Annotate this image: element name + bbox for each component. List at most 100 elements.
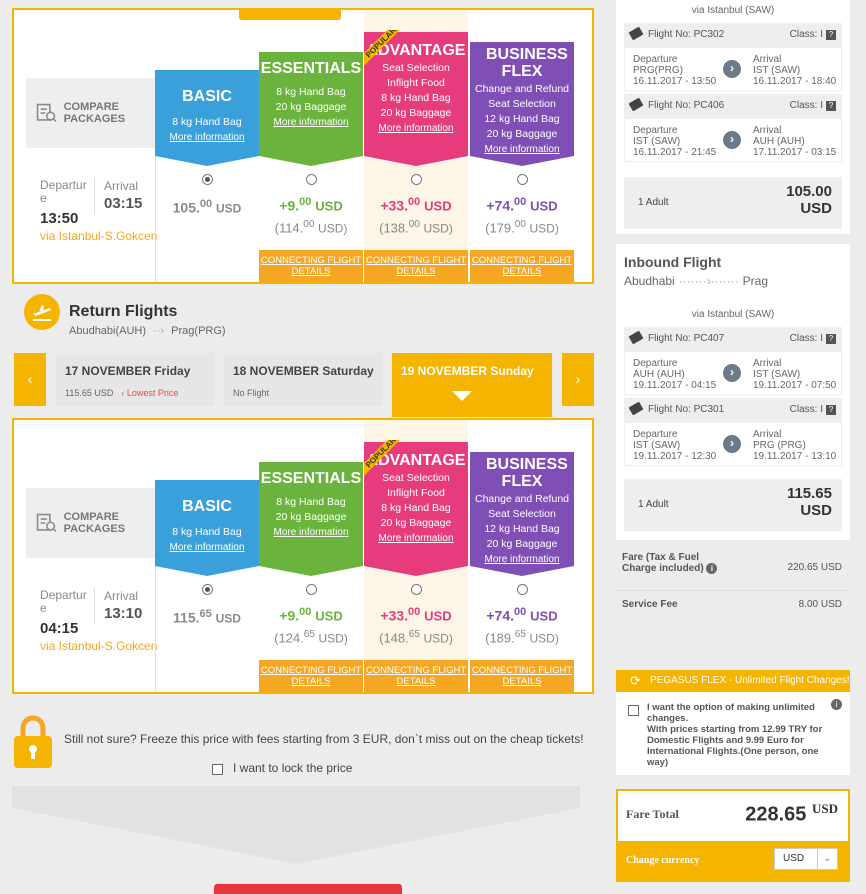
next-day-button[interactable]: › [562, 353, 594, 406]
package-col-essentials: ESSENTIALS 8 kg Hand Bag 20 kg Baggage More… [259, 10, 363, 282]
date-option-19-selected[interactable]: 19 NOVEMBER Sunday [392, 353, 552, 417]
change-currency-label: Change currency [626, 855, 700, 866]
package-arrow [364, 156, 468, 166]
flex-checkbox[interactable] [628, 705, 639, 716]
flight-number: Flight No: PC406 [648, 100, 725, 111]
more-information-link[interactable]: More information [484, 144, 560, 155]
prev-day-button[interactable]: ‹ [14, 353, 46, 406]
inbound-route: Abudhabi ·······›······· Prag [624, 274, 769, 288]
more-information-link[interactable]: More information [273, 527, 349, 538]
package-feature: Change and Refund [475, 83, 569, 95]
return-title: Return Flights [69, 303, 178, 320]
connecting-flight-details-button[interactable]: CONNECTING FLIGHT DETAILS [259, 250, 363, 282]
package-header: ADVANTAGE Seat Selection Inflight Food 8 kg… [364, 442, 468, 566]
package-radio[interactable] [306, 174, 317, 185]
package-col-basic: BASIC 8 kg Hand Bag More information 105.00… [155, 10, 259, 282]
package-feature: 8 kg Hand Bag [172, 526, 242, 538]
more-information-link[interactable]: More information [169, 542, 245, 553]
arrival-time: 03:15 [104, 195, 143, 212]
flight-class: Class: I? [790, 23, 836, 47]
package-extra-price: +33.00 USD [380, 196, 452, 214]
package-extra-price: +74.00 USD [486, 606, 558, 624]
currency-select[interactable]: USD ⌄ [774, 848, 838, 870]
package-feature: 20 kg Baggage [275, 511, 347, 523]
help-icon[interactable]: ? [826, 30, 836, 40]
compare-packages-label: COMPARE PACKAGES [63, 511, 126, 535]
package-feature: Seat Selection [382, 472, 450, 484]
package-header: BUSINESS FLEX Change and Refund Seat Selec… [470, 452, 574, 566]
package-header: BASIC 8 kg Hand Bag More information [155, 70, 259, 156]
flight-number: Flight No: PC302 [648, 29, 725, 40]
popular-badge: POPULAR [364, 30, 400, 66]
connecting-flight-details-button[interactable]: CONNECTING FLIGHT DETAILS [470, 250, 574, 282]
arrival-info: Arrival AUH (AUH) 17.11.2017 - 03:15 [753, 125, 837, 158]
more-information-link[interactable]: More information [273, 117, 349, 128]
package-col-essentials: ESSENTIALS 8 kg Hand Bag 20 kg Baggage More… [259, 420, 363, 692]
package-feature: Inflight Food [387, 487, 445, 499]
outbound-via: via Istanbul (SAW) [691, 5, 775, 16]
connecting-flight-details-button[interactable]: CONNECTING FLIGHT DETAILS [259, 660, 363, 692]
continue-button[interactable] [214, 884, 402, 894]
route-arrow-icon: ·······›······· [678, 274, 739, 288]
connecting-flight-details-button[interactable]: CONNECTING FLIGHT DETAILS [470, 660, 574, 692]
package-feature: 8 kg Hand Bag [172, 116, 242, 128]
compare-packages-button[interactable]: COMPARE PACKAGES [26, 78, 156, 148]
flight-header: Flight No: PC406 Class: I? [624, 94, 842, 118]
package-col-business-flex: BUSINESS FLEX Change and Refund Seat Selec… [470, 10, 574, 282]
package-radio[interactable] [411, 174, 422, 185]
departure-info: Departure AUH (AUH) 19.11.2017 - 04:15 [633, 358, 717, 391]
departure-info: Departure IST (SAW) 16.11.2017 - 21:45 [633, 125, 717, 158]
connecting-flight-details-button[interactable]: CONNECTING FLIGHT DETAILS [364, 250, 468, 282]
package-feature: 8 kg Hand Bag [381, 92, 451, 104]
flight-header: Flight No: PC301 Class: I? [624, 398, 842, 422]
package-feature: 20 kg Baggage [380, 517, 452, 529]
basic-price: 105.00 USD [172, 198, 242, 216]
flight-body: Departure PRG(PRG) 16.11.2017 - 13:50 › Arri… [624, 47, 842, 91]
return-fare-panel: COMPARE PACKAGES Departure 04:15 Arrival 13:… [12, 418, 594, 694]
fare-total-label: Fare Total [626, 807, 679, 821]
info-icon[interactable]: i [831, 699, 842, 710]
time-divider [94, 178, 95, 214]
package-feature: Seat Selection [488, 508, 556, 520]
compare-packages-button[interactable]: COMPARE PACKAGES [26, 488, 156, 558]
lock-price-checkbox[interactable] [212, 764, 223, 775]
flight-body: Departure IST (SAW) 16.11.2017 - 21:45 › Arr… [624, 118, 842, 162]
help-icon[interactable]: ? [826, 101, 836, 111]
help-icon[interactable]: ? [826, 405, 836, 415]
help-icon[interactable]: ? [826, 334, 836, 344]
more-information-link[interactable]: More information [484, 554, 560, 565]
package-col-basic: BASIC 8 kg Hand Bag More information 115.65… [155, 420, 259, 692]
package-header: BUSINESS FLEX Change and Refund Seat Selec… [470, 42, 574, 156]
compare-icon [36, 103, 57, 123]
package-radio[interactable] [306, 584, 317, 595]
more-information-link[interactable]: More information [378, 123, 454, 134]
package-header: ESSENTIALS 8 kg Hand Bag 20 kg Baggage More… [259, 462, 363, 566]
adult-count: 1 Adult [638, 499, 669, 510]
more-information-link[interactable]: More information [378, 533, 454, 544]
departure-info: Departure PRG(PRG) 16.11.2017 - 13:50 [633, 54, 717, 87]
basic-price: 115.65 USD [173, 608, 241, 626]
outbound-summary: via Istanbul (SAW) Flight No: PC302 Class… [616, 0, 850, 234]
package-radio[interactable] [202, 584, 213, 595]
connecting-flight-details-button[interactable]: CONNECTING FLIGHT DETAILS [364, 660, 468, 692]
package-radio[interactable] [517, 584, 528, 595]
return-destination: Prag(PRG) [171, 325, 226, 337]
package-feature: Seat Selection [488, 98, 556, 110]
compare-packages-label: COMPARE PACKAGES [63, 101, 126, 125]
compare-icon [36, 513, 57, 533]
package-header: ESSENTIALS 8 kg Hand Bag 20 kg Baggage More… [259, 52, 363, 156]
package-radio[interactable] [202, 174, 213, 185]
date-option-17[interactable]: 17 NOVEMBER Friday 115.65 USD ‹ Lowest Pr… [56, 353, 214, 406]
inbound-title: Inbound Flight [624, 254, 722, 270]
popular-badge: POPULAR [364, 440, 400, 476]
ticket-icon [628, 26, 644, 41]
date-option-18[interactable]: 18 NOVEMBER Saturday No Flight [224, 353, 382, 406]
arrival-info: Arrival PRG (PRG) 19.11.2017 - 13:10 [753, 429, 837, 462]
flex-text: I want the option of making unlimited ch… [647, 702, 823, 768]
info-icon[interactable]: i [706, 563, 718, 574]
package-radio[interactable] [517, 174, 528, 185]
via-text: via Istanbul-S.Gokcen [40, 229, 158, 243]
more-information-link[interactable]: More information [169, 132, 245, 143]
package-radio[interactable] [411, 584, 422, 595]
arrival-info: Arrival IST (SAW) 16.11.2017 - 18:40 [753, 54, 837, 87]
